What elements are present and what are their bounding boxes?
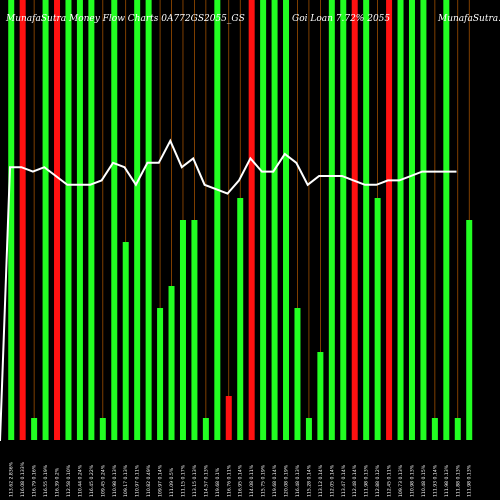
x-tick-label: 111.98 0.13% bbox=[364, 464, 370, 497]
bar-40 bbox=[454, 418, 461, 440]
x-tick-label: 112.88 0.12% bbox=[375, 464, 381, 497]
bar-35 bbox=[397, 0, 404, 440]
bar-36 bbox=[408, 0, 415, 440]
x-tick-label: 112.48 0.14% bbox=[352, 464, 358, 497]
bar-27 bbox=[305, 418, 312, 440]
x-tick-label: 111.15 0.17% bbox=[180, 464, 186, 497]
bar-series bbox=[8, 0, 473, 440]
x-tick-label: 116.48 0.13% bbox=[295, 464, 301, 497]
x-tick-label: 110.44 0.24% bbox=[77, 464, 83, 497]
x-tick-label: 116.79 0.16% bbox=[32, 464, 38, 497]
bar-8 bbox=[88, 0, 95, 440]
x-tick-label: 112.05 0.14% bbox=[329, 464, 335, 497]
bar-34 bbox=[386, 0, 393, 440]
bar-9 bbox=[99, 418, 106, 440]
bar-15 bbox=[168, 286, 175, 440]
bar-30 bbox=[340, 0, 347, 440]
x-tick-label: 113.12 0.14% bbox=[318, 464, 324, 497]
chart-title-left: MunafaSutra Money Flow Charts 0A772GS205… bbox=[5, 14, 245, 24]
bar-38 bbox=[431, 418, 438, 440]
bar-10 bbox=[111, 0, 118, 440]
x-tick-label: 109.97 0.14% bbox=[158, 464, 164, 497]
x-tick-label: 113.15 0.13% bbox=[192, 464, 198, 497]
bar-37 bbox=[420, 0, 427, 440]
bar-16 bbox=[179, 220, 186, 440]
chart-title-mid: Goi Loan 7.72% 2055 bbox=[292, 14, 390, 24]
trend-line bbox=[0, 138, 457, 442]
bar-6 bbox=[65, 0, 72, 440]
bar-12 bbox=[134, 0, 141, 440]
x-tick-label: 111.09 0.5% bbox=[169, 467, 175, 497]
bar-21 bbox=[237, 198, 244, 440]
x-tick-label: 114.57 0.13% bbox=[203, 464, 209, 497]
bar-22 bbox=[248, 0, 255, 440]
x-tick-label: 113.47 0.14% bbox=[341, 464, 347, 497]
x-tick-label: 110.98 0.13% bbox=[112, 464, 118, 497]
bar-13 bbox=[145, 0, 152, 440]
x-tick-label: 116.55 0.19% bbox=[43, 464, 49, 497]
x-tick-label: 120.08 0.19% bbox=[284, 464, 290, 497]
bar-26 bbox=[294, 308, 301, 440]
bar-4 bbox=[42, 0, 49, 440]
x-tick-label: 116.39 0.2% bbox=[55, 467, 61, 497]
x-tick-label: 109.45 0.24% bbox=[100, 464, 106, 497]
bar-11 bbox=[122, 242, 129, 440]
x-tick-label: 114.08 0.11% bbox=[249, 464, 255, 497]
x-tick-label: 109.73 0.13% bbox=[398, 464, 404, 497]
bar-17 bbox=[191, 220, 198, 440]
x-tick-label: 111.88 0.13% bbox=[455, 464, 461, 497]
x-tick-label: 116.08 0.133% bbox=[20, 461, 26, 497]
bar-1 bbox=[8, 0, 15, 440]
bar-23 bbox=[260, 0, 267, 440]
x-tick-label: 116.45 0.22% bbox=[89, 464, 95, 497]
bar-29 bbox=[328, 0, 335, 440]
bar-20 bbox=[225, 396, 232, 440]
x-tick-label: 111.93 0.14% bbox=[432, 464, 438, 497]
x-tick-label: 111.98 0.13% bbox=[444, 464, 450, 497]
bar-2 bbox=[19, 0, 26, 440]
x-tick-label: 116.95 0.14% bbox=[238, 464, 244, 497]
bar-24 bbox=[271, 0, 278, 440]
x-tick-label: 119.68 0.1% bbox=[215, 467, 221, 497]
x-tick-label: 111.98 0.13% bbox=[467, 464, 473, 497]
bar-39 bbox=[443, 0, 450, 440]
bar-33 bbox=[374, 198, 381, 440]
x-tick-label: 112.58 0.10% bbox=[66, 464, 72, 497]
bar-19 bbox=[214, 0, 221, 440]
chart-title-right: MunafaSutra.com bbox=[437, 14, 500, 24]
x-tick-label: 110.48 0.15% bbox=[421, 464, 427, 497]
x-tick-label: 109.17 0.13% bbox=[123, 464, 129, 497]
bar-14 bbox=[157, 308, 164, 440]
bar-41 bbox=[466, 220, 473, 440]
x-tick-label: 116.76 0.11% bbox=[226, 464, 232, 497]
x-tick-label: 113.62 2.836% bbox=[9, 461, 15, 497]
x-tick-label: 119.68 0.14% bbox=[272, 464, 278, 497]
bar-5 bbox=[54, 0, 61, 440]
x-tick-label: 115.28 0.14% bbox=[306, 464, 312, 497]
bar-32 bbox=[363, 0, 370, 440]
x-tick-label: 110.97 0.11% bbox=[135, 464, 141, 497]
bar-28 bbox=[317, 352, 324, 440]
bar-25 bbox=[283, 0, 290, 440]
x-tick-label: 110.98 0.13% bbox=[409, 464, 415, 497]
x-tick-label: 115.75 0.19% bbox=[261, 464, 267, 497]
x-tick-labels: 113.62 2.836% 116.08 0.133% 116.79 0.16% 11… bbox=[9, 461, 473, 497]
bar-18 bbox=[202, 418, 209, 440]
bar-7 bbox=[76, 0, 83, 440]
x-tick-label: 112.45 0.11% bbox=[387, 464, 393, 497]
bar-31 bbox=[351, 0, 358, 440]
x-tick-label: 110.82 0.49% bbox=[146, 464, 152, 497]
bar-3 bbox=[31, 418, 38, 440]
